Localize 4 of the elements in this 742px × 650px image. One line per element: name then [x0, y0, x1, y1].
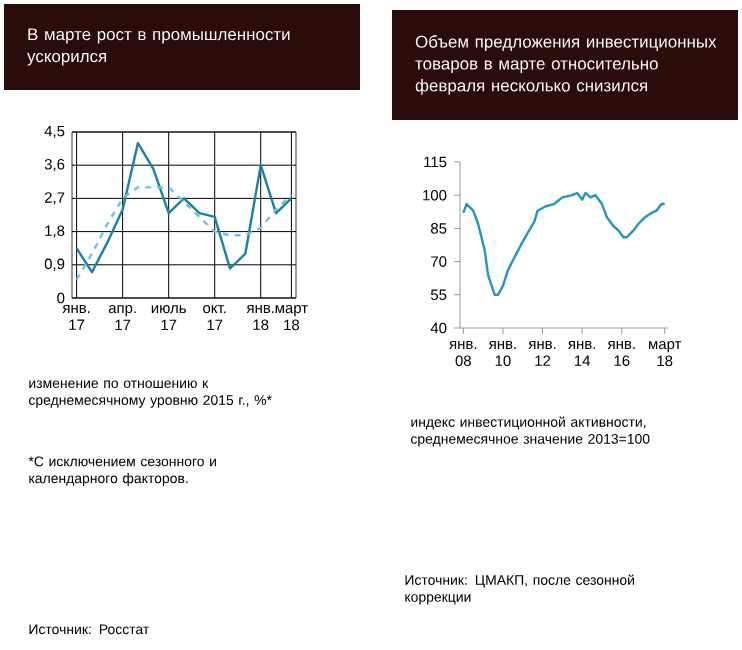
chart-title: В марте рост в промышленности ускорился [27, 28, 290, 66]
line-series [75, 141, 293, 274]
chart-title: Объем предложения инвестиционных товаров в марте относительно февраля несколько снизился [415, 35, 717, 95]
line-series [462, 191, 666, 296]
